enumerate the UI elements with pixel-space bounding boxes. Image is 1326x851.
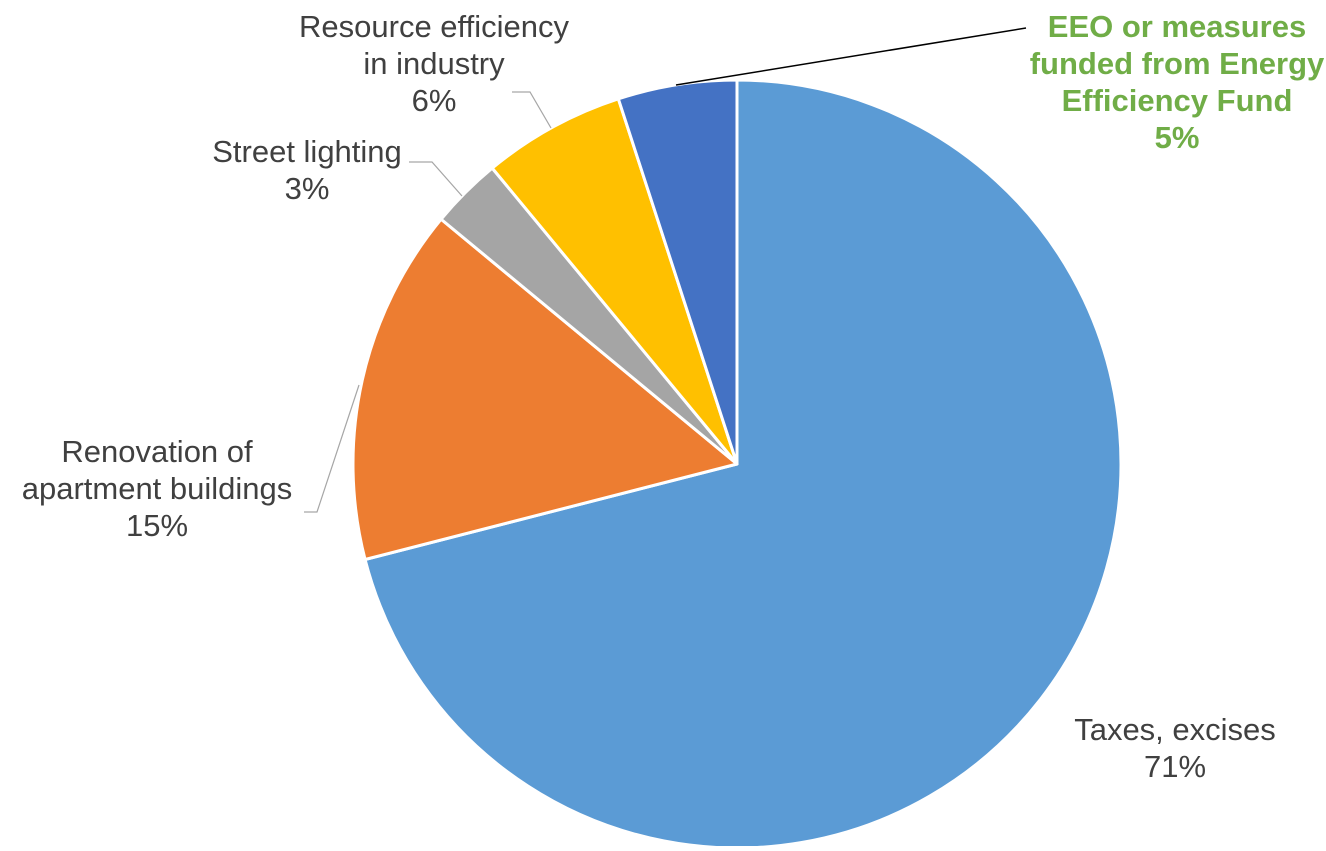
pie-slice-resource-efficiency-in-industry — [490, 97, 739, 466]
data-label-eeo-or-measures-funded-from-energy-efficiency-fund: EEO or measures funded from Energy Efficie… — [1030, 9, 1325, 155]
data-label-resource-efficiency-in-industry: Resource efficiency in industry 6% — [299, 9, 569, 118]
leader-line-street-lighting — [409, 161, 463, 197]
data-label-category-line: in industry — [363, 46, 505, 81]
slices-layer — [351, 78, 1123, 850]
data-label-category-line: Street lighting — [212, 134, 402, 169]
leader-line-renovation-of-apartment-buildings — [304, 384, 360, 513]
labels-layer: Taxes, excises 71% Renovation of apartment … — [22, 9, 1325, 784]
pie-slice-renovation-of-apartment-buildings — [351, 217, 739, 561]
data-label-value: 15% — [126, 508, 188, 543]
data-label-category-line: Resource efficiency — [299, 9, 569, 44]
data-label-category-line: apartment buildings — [22, 471, 293, 506]
data-label-category-line: Taxes, excises — [1074, 712, 1276, 747]
data-label-value: 3% — [285, 171, 330, 206]
leader-line-resource-efficiency-in-industry — [512, 91, 552, 129]
data-label-category-line: EEO or measures — [1048, 9, 1306, 44]
data-label-renovation-of-apartment-buildings: Renovation of apartment buildings 15% — [22, 434, 293, 543]
data-label-category-line: Renovation of — [61, 434, 253, 469]
pie-slice-taxes-excises — [363, 78, 1123, 850]
data-label-value: 5% — [1155, 120, 1200, 155]
data-label-taxes-excises: Taxes, excises 71% — [1074, 712, 1276, 784]
data-label-value: 6% — [412, 83, 457, 118]
leader-line-eeo-or-measures-funded-from-energy-efficiency-fund — [675, 27, 1027, 86]
data-label-category-line: Efficiency Fund — [1062, 83, 1293, 118]
leader-lines-layer — [304, 27, 1027, 513]
data-label-category-line: funded from Energy — [1030, 46, 1325, 81]
data-label-value: 71% — [1144, 749, 1206, 784]
data-label-street-lighting: Street lighting 3% — [212, 134, 402, 206]
